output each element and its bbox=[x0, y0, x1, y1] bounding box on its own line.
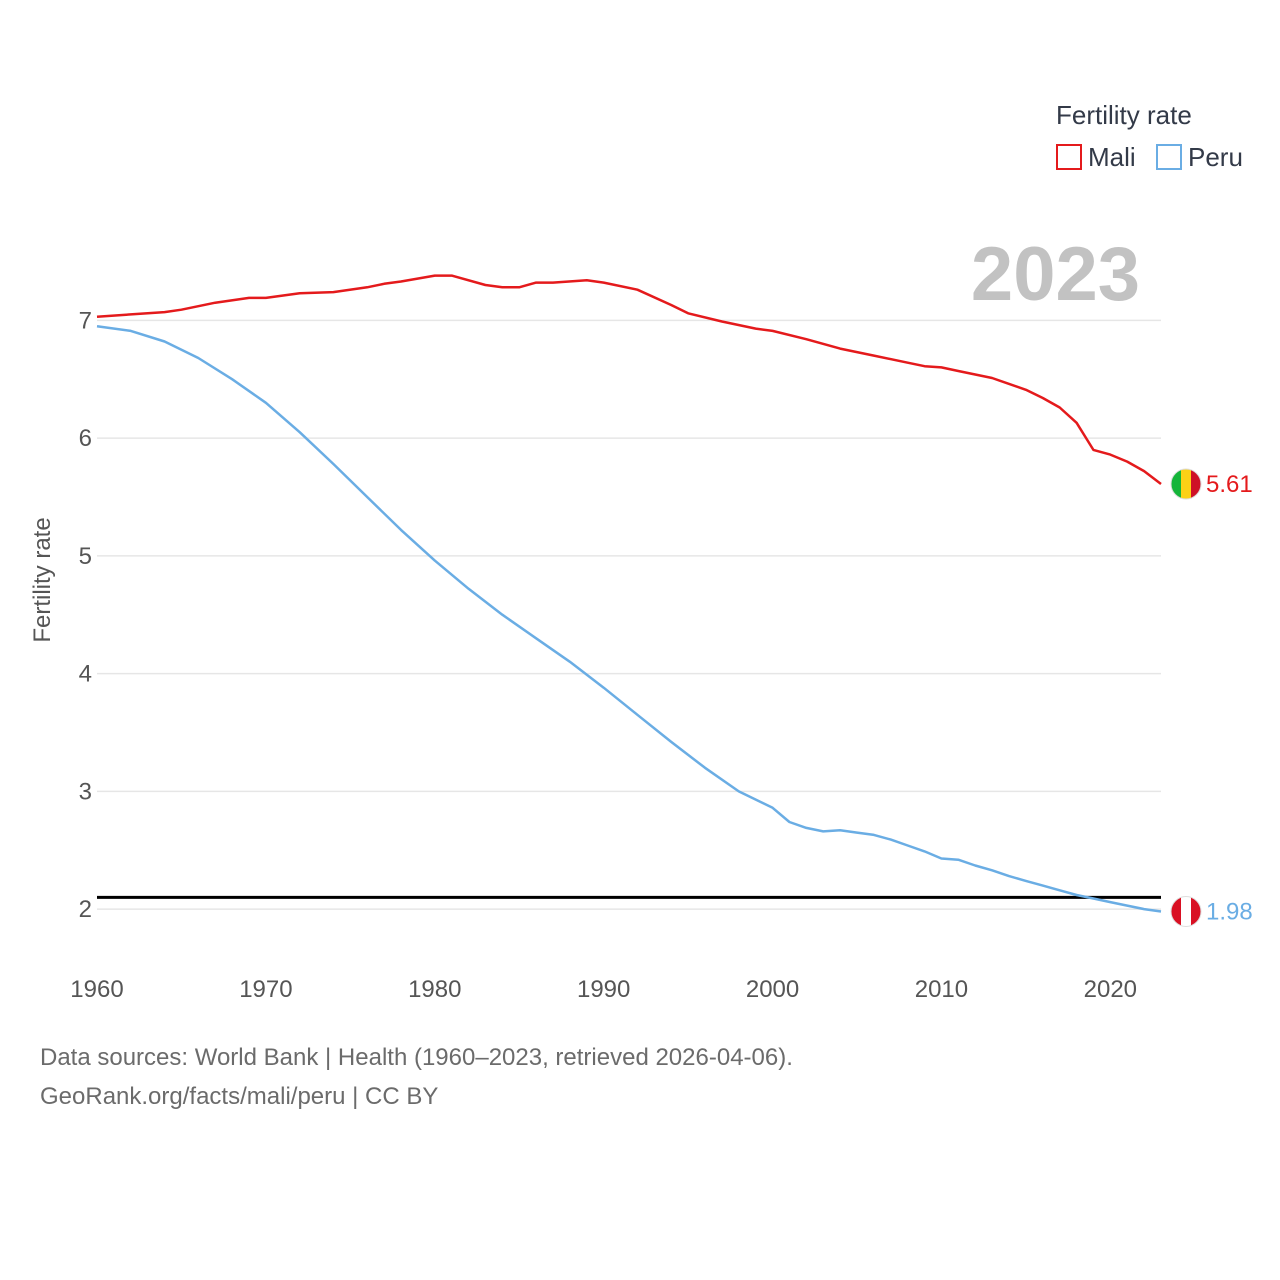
series-lines bbox=[96, 274, 1162, 913]
flag-stripe-peru-2 bbox=[1191, 896, 1201, 927]
attribution-note: GeoRank.org/facts/mali/peru | CC BY bbox=[40, 1083, 439, 1110]
y-axis-title: Fertility rate bbox=[29, 517, 56, 642]
flag-stripe-peru-0 bbox=[1171, 896, 1182, 927]
data-source-note: Data sources: World Bank | Health (1960–… bbox=[40, 1044, 793, 1071]
legend-swatch-peru bbox=[1156, 144, 1182, 170]
flag-stripe-mali-2 bbox=[1191, 469, 1201, 500]
y-tick-label-3: 3 bbox=[79, 778, 92, 805]
y-tick-label-5: 5 bbox=[79, 543, 92, 570]
legend-label-peru: Peru bbox=[1188, 142, 1243, 172]
flag-stripe-mali-1 bbox=[1181, 469, 1192, 500]
fertility-rate-chart: 2 3 4 5 6 7 1960 1970 1980 1990 2000 2010 2020 Fert… bbox=[29, 100, 1253, 1003]
x-tick-label-1970: 1970 bbox=[239, 976, 292, 1003]
flag-outline-peru bbox=[1170, 895, 1202, 927]
end-value-label-peru: 1.98 bbox=[1206, 898, 1253, 925]
x-axis-ticks: 1960 1970 1980 1990 2000 2010 2020 bbox=[70, 976, 1137, 1003]
x-tick-label-1990: 1990 bbox=[577, 976, 630, 1003]
x-tick-label-1960: 1960 bbox=[70, 976, 123, 1003]
legend: Fertility rate Mali Peru bbox=[1056, 100, 1243, 172]
x-tick-label-2010: 2010 bbox=[915, 976, 968, 1003]
legend-title: Fertility rate bbox=[1056, 100, 1192, 130]
end-value-label-mali: 5.61 bbox=[1206, 471, 1253, 498]
y-tick-label-4: 4 bbox=[79, 661, 92, 688]
flag-marker-mali bbox=[1170, 468, 1202, 500]
series-line-peru bbox=[96, 324, 1162, 913]
x-tick-label-2020: 2020 bbox=[1084, 976, 1137, 1003]
y-tick-label-6: 6 bbox=[79, 425, 92, 452]
flag-outline-mali bbox=[1170, 468, 1202, 500]
y-tick-label-2: 2 bbox=[79, 896, 92, 923]
series-end-markers: 5.61 1.98 bbox=[1170, 468, 1253, 927]
y-tick-label-7: 7 bbox=[79, 307, 92, 334]
legend-swatch-mali bbox=[1056, 144, 1082, 170]
x-tick-label-1980: 1980 bbox=[408, 976, 461, 1003]
current-year-label: 2023 bbox=[971, 232, 1140, 317]
flag-marker-peru bbox=[1170, 895, 1202, 927]
flag-stripe-peru-1 bbox=[1181, 896, 1192, 927]
x-tick-label-2000: 2000 bbox=[746, 976, 799, 1003]
series-line-mali bbox=[96, 274, 1162, 485]
y-axis-ticks: 2 3 4 5 6 7 bbox=[79, 307, 92, 923]
flag-stripe-mali-0 bbox=[1171, 469, 1182, 500]
gridlines bbox=[97, 319, 1161, 910]
legend-label-mali: Mali bbox=[1088, 142, 1136, 172]
